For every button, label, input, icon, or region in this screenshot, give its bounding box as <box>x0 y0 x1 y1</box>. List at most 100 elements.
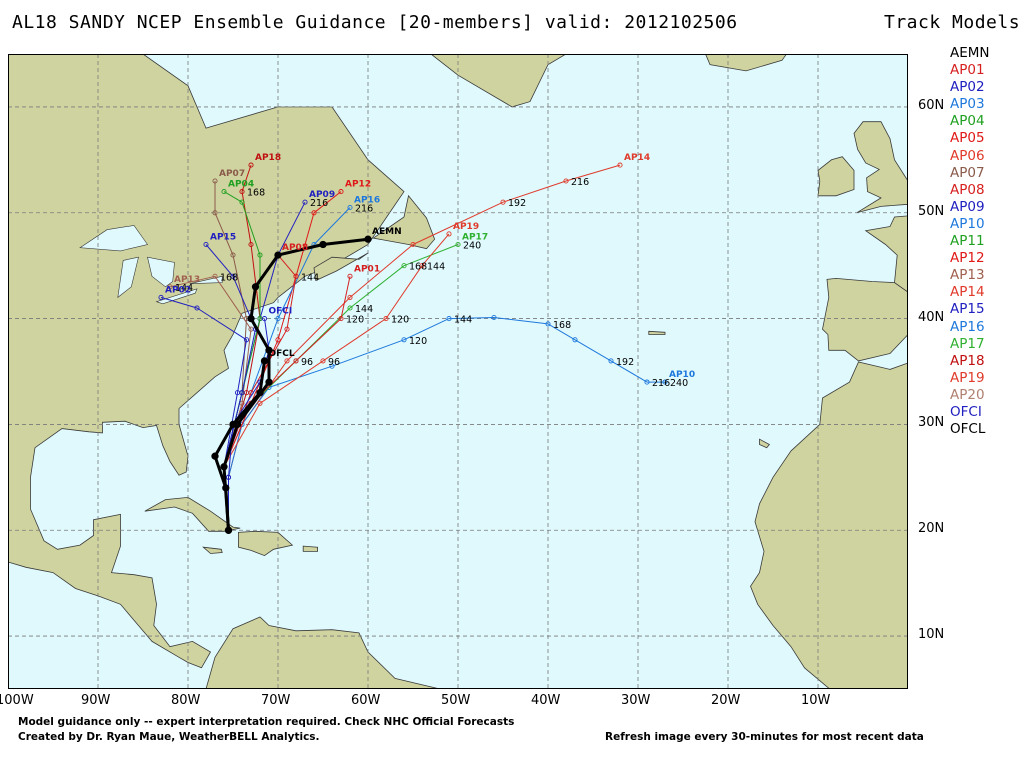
track-model-label: AP15 <box>210 233 236 243</box>
track-point <box>239 199 245 205</box>
track-point <box>261 316 268 322</box>
track-point <box>211 452 219 460</box>
track-point <box>212 273 218 279</box>
track-point <box>293 358 299 364</box>
track-point <box>364 235 372 243</box>
track-point <box>401 263 407 269</box>
track-point <box>500 199 506 205</box>
track-point <box>311 210 317 216</box>
legend-item: AEMN <box>950 45 990 61</box>
track-point <box>248 241 254 248</box>
longitude-tick-label: 40W <box>531 693 561 708</box>
latitude-tick-label: 40N <box>918 309 945 325</box>
track-point <box>446 231 452 237</box>
latitude-tick-label: 60N <box>918 97 945 113</box>
track-point <box>167 284 173 290</box>
track-point <box>275 316 281 322</box>
track-point <box>230 252 236 258</box>
track-model-label: AP09 <box>309 190 335 200</box>
legend-item: AP04 <box>950 113 985 130</box>
legend-item: AP10 <box>950 215 985 232</box>
cuba-land <box>144 496 241 532</box>
lake-huron <box>147 256 175 288</box>
south-america-land <box>205 616 441 689</box>
track-point <box>222 484 230 492</box>
iberia-land <box>822 277 908 362</box>
legend-item: AP09 <box>950 198 985 215</box>
track-point <box>225 474 232 480</box>
legend-item: AP16 <box>950 318 985 335</box>
track-point <box>212 178 218 184</box>
track-model-label: AP07 <box>219 169 245 179</box>
track-point <box>243 337 250 343</box>
africa-land <box>750 361 908 689</box>
track-point <box>608 358 614 364</box>
forecast-hour-label: 144 <box>355 304 373 315</box>
track-point <box>410 241 416 248</box>
forecast-hour-label: 216 <box>571 177 589 188</box>
forecast-hour-label: 120 <box>346 315 364 326</box>
track-point <box>257 400 263 406</box>
forecast-hour-label: 96 <box>301 357 313 368</box>
legend-item: AP19 <box>950 369 985 386</box>
track-ap02 <box>160 296 247 467</box>
track-point <box>293 273 299 279</box>
forecast-hour-label: 216 <box>355 204 373 215</box>
forecast-tracks <box>158 162 668 534</box>
forecast-hour-label: 216 <box>310 198 328 209</box>
legend-item: OFCL <box>950 421 986 438</box>
track-model-label: OFCI <box>269 307 293 317</box>
azores-land <box>648 330 666 335</box>
track-point <box>545 321 551 327</box>
track-point <box>260 357 269 365</box>
track-point <box>251 283 260 291</box>
footer-credit: Created by Dr. Ryan Maue, WeatherBELL An… <box>18 731 320 743</box>
track-model-label: AP10 <box>669 370 695 380</box>
track-model-label: AP17 <box>462 233 488 243</box>
track-point <box>572 337 578 343</box>
legend-item: AP11 <box>950 233 985 250</box>
track-model-label: OFCL <box>269 349 295 359</box>
track-point <box>329 363 335 369</box>
track-point <box>347 305 353 311</box>
legend-item: AP18 <box>950 352 985 369</box>
map-frame <box>8 54 908 689</box>
track-point <box>419 263 425 269</box>
track-point <box>644 379 650 385</box>
hispaniola-land <box>238 530 294 557</box>
france-land <box>864 215 908 293</box>
forecast-hour-label: 168 <box>220 272 238 283</box>
track-point <box>401 337 407 343</box>
track-point <box>265 346 273 354</box>
forecast-hour-label: 144 <box>301 272 319 283</box>
forecast-hour-label: 240 <box>670 378 688 389</box>
land-masses <box>8 54 908 689</box>
forecast-hour-label: 120 <box>409 336 427 347</box>
track-point <box>256 389 264 397</box>
track-model-label: AP12 <box>345 180 371 190</box>
legend-item: AP08 <box>950 181 985 198</box>
legend-item: AP03 <box>950 96 985 113</box>
track-model-label: AP18 <box>255 153 281 163</box>
jamaica-land <box>202 546 223 554</box>
legend-item: AP17 <box>950 335 985 352</box>
ireland-land <box>817 156 855 197</box>
footer-refresh-note: Refresh image every 30-minutes for most … <box>605 731 924 743</box>
track-model-label: AP04 <box>228 180 254 190</box>
north-america-land <box>8 54 405 669</box>
track-point <box>563 178 569 184</box>
forecast-hour-label: 168 <box>553 320 571 331</box>
forecast-hour-label: 192 <box>508 198 526 209</box>
latitude-tick-label: 30N <box>918 415 945 431</box>
longitude-tick-label: 100W <box>0 693 34 708</box>
track-point <box>239 390 245 396</box>
track-point <box>662 379 668 385</box>
track-point <box>455 241 461 248</box>
latitude-tick-label: 50N <box>918 203 945 219</box>
legend-item: AP07 <box>950 164 985 181</box>
lake-erie <box>155 288 198 305</box>
forecast-hour-label: 120 <box>391 315 409 326</box>
legend-item: AP15 <box>950 301 985 318</box>
longitude-tick-label: 10W <box>801 693 831 708</box>
